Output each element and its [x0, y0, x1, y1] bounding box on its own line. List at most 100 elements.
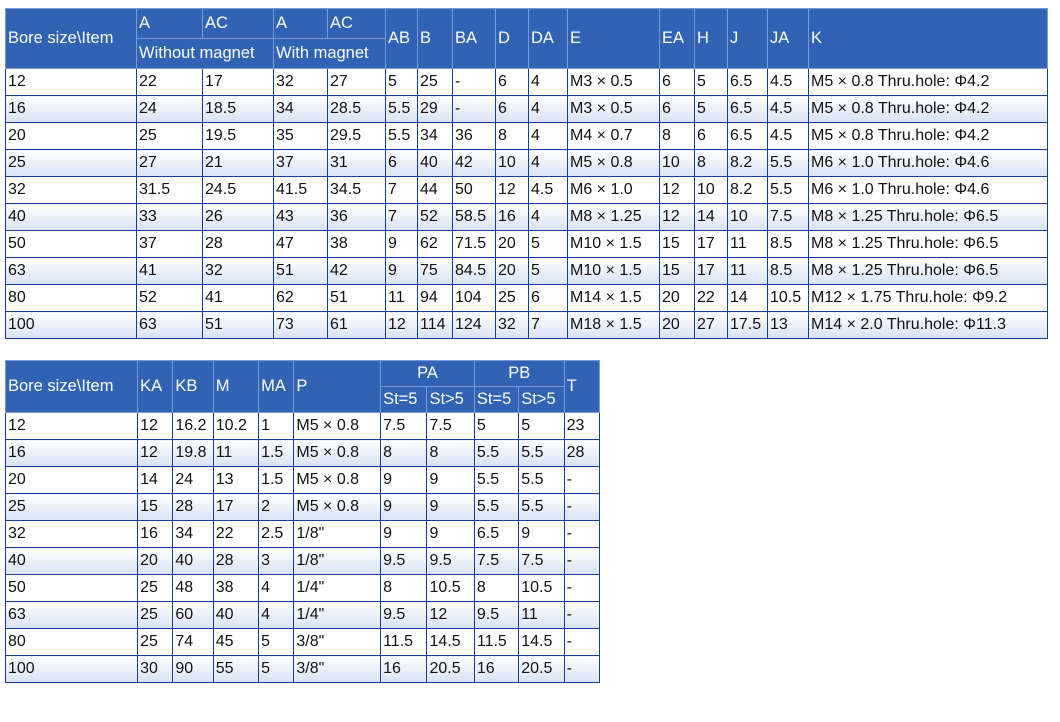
table-row: 63 41 32 51 42 9 75 84.5 20 5 M10 × 1.5 15 17 11 8.5 M8… — [5, 257, 1048, 285]
table-cell: 5.5 — [767, 176, 809, 204]
bore-size-cell: 12 — [4, 412, 139, 440]
bore-size-cell: 32 — [4, 520, 139, 548]
table-cell: 20.5 — [426, 655, 475, 683]
table-cell: 5 — [528, 230, 568, 258]
table-cell: - — [563, 466, 601, 494]
table-cell: 43 — [273, 203, 328, 231]
table-cell: 22 — [136, 68, 203, 96]
table-cell: 11 — [212, 439, 260, 467]
table-cell: 6.5 — [473, 520, 520, 548]
table-cell: M5 × 0.8 — [293, 466, 382, 494]
table-cell: 5 — [518, 412, 565, 440]
header-pa-st5: St=5 — [380, 386, 428, 413]
table-row: 32 31.5 24.5 41.5 34.5 7 44 50 12 4.5 M6 × 1.0 12 10… — [5, 176, 1048, 204]
table-cell: 28 — [202, 230, 274, 258]
table-cell: 9.5 — [426, 547, 475, 575]
table-cell: 7.5 — [380, 412, 428, 440]
table-cell: M6 × 1.0 Thru.hole: Φ4.6 — [808, 176, 1048, 204]
table-cell: 74 — [172, 628, 214, 656]
table-cell: - — [452, 95, 496, 123]
table-cell: 6 — [495, 95, 529, 123]
table-cell: 29 — [417, 95, 453, 123]
table-cell: M8 × 1.25 Thru.hole: Φ6.5 — [808, 257, 1048, 285]
table-cell: M6 × 1.0 Thru.hole: Φ4.6 — [808, 149, 1048, 177]
table-cell: 17.5 — [727, 311, 768, 339]
bore-size-cell: 100 — [5, 311, 137, 339]
header-ma: MA — [258, 360, 295, 413]
table-cell: 1.5 — [258, 439, 295, 467]
table-row: 63 25 60 40 4 1/4" 9.5 12 9.5 11- — [4, 601, 601, 629]
table-cell: 4 — [528, 122, 568, 150]
table-cell: 24 — [136, 95, 203, 123]
table-cell: 8 — [694, 149, 728, 177]
table-cell: 5 — [694, 68, 728, 96]
table-cell: 34.5 — [327, 176, 386, 204]
table-cell: 6 — [659, 68, 695, 96]
table-cell: 16 — [473, 655, 520, 683]
header-with-magnet: With magnet — [273, 38, 386, 69]
table-cell: 6.5 — [727, 122, 768, 150]
table-cell: M12 × 1.75 Thru.hole: Φ9.2 — [808, 284, 1048, 312]
table-cell: 14.5 — [426, 628, 475, 656]
table-cell: 3 — [258, 547, 295, 575]
bore-size-cell: 32 — [5, 176, 137, 204]
table-cell: 13 — [767, 311, 809, 339]
table-cell: M18 × 1.5 — [567, 311, 660, 339]
header-b: B — [417, 8, 453, 69]
table-cell: 12 — [495, 176, 529, 204]
table-cell: 8 — [659, 122, 695, 150]
table-cell: 12 — [137, 412, 174, 440]
table-cell: 4 — [258, 574, 295, 602]
table-cell: M5 × 0.8 Thru.hole: Φ4.2 — [808, 122, 1048, 150]
table-cell: 20 — [137, 547, 174, 575]
table-cell: 2 — [258, 493, 295, 521]
table-cell: 4 — [528, 68, 568, 96]
header-d: D — [495, 8, 529, 69]
header-without-magnet: Without magnet — [136, 38, 274, 69]
table-cell: 9 — [380, 466, 428, 494]
table2-body: 12 12 16.2 10.2 1 M5 × 0.8 7.5 7.5 5 5 23 16 12 19.8 1… — [4, 412, 601, 683]
table-cell: 1.5 — [258, 466, 295, 494]
bore-size-cell: 100 — [4, 655, 139, 683]
table-cell: M5 × 0.8 — [293, 412, 382, 440]
table-cell: 1/4" — [293, 601, 382, 629]
header-pa-stgt5: St>5 — [426, 386, 475, 413]
table-cell: 52 — [136, 284, 203, 312]
table-cell: 17 — [212, 493, 260, 521]
table-cell: - — [563, 574, 601, 602]
table-cell: 20.5 — [518, 655, 565, 683]
table-cell: 25 — [417, 68, 453, 96]
table-cell: 11 — [727, 230, 768, 258]
table-cell: M14 × 1.5 — [567, 284, 660, 312]
table-cell: 16 — [137, 520, 174, 548]
table-cell: 34 — [172, 520, 214, 548]
table-cell: 42 — [452, 149, 496, 177]
table-cell: 25 — [137, 601, 174, 629]
table-cell: 10 — [694, 176, 728, 204]
header-pa: PA — [380, 360, 475, 387]
table-cell: - — [452, 68, 496, 96]
table-cell: 38 — [327, 230, 386, 258]
table-cell: - — [563, 493, 601, 521]
header-ka: KA — [137, 360, 174, 413]
header-pb-stgt5: St>5 — [518, 386, 565, 413]
table-cell: - — [563, 628, 601, 656]
table-cell: 34 — [417, 122, 453, 150]
table-cell: 35 — [273, 122, 328, 150]
table-cell: 10.5 — [767, 284, 809, 312]
table-cell: 90 — [172, 655, 214, 683]
table-cell: 5 — [258, 655, 295, 683]
table-cell: 8.2 — [727, 176, 768, 204]
table-cell: 9 — [426, 466, 475, 494]
header-a-with: A — [273, 8, 328, 39]
table-cell: 16.2 — [172, 412, 214, 440]
table-cell: 15 — [137, 493, 174, 521]
bore-size-cell: 80 — [4, 628, 139, 656]
table-row: 25 15 28 17 2 M5 × 0.8 9 9 5.5 5.5- — [4, 493, 601, 521]
table-cell: M5 × 0.8 — [293, 493, 382, 521]
table-row: 20 14 24 13 1.5 M5 × 0.8 9 9 5.5 5.5- — [4, 466, 601, 494]
header-h: H — [694, 8, 728, 69]
table-cell: 5 — [528, 257, 568, 285]
table-cell: 28 — [172, 493, 214, 521]
table-cell: 11 — [727, 257, 768, 285]
